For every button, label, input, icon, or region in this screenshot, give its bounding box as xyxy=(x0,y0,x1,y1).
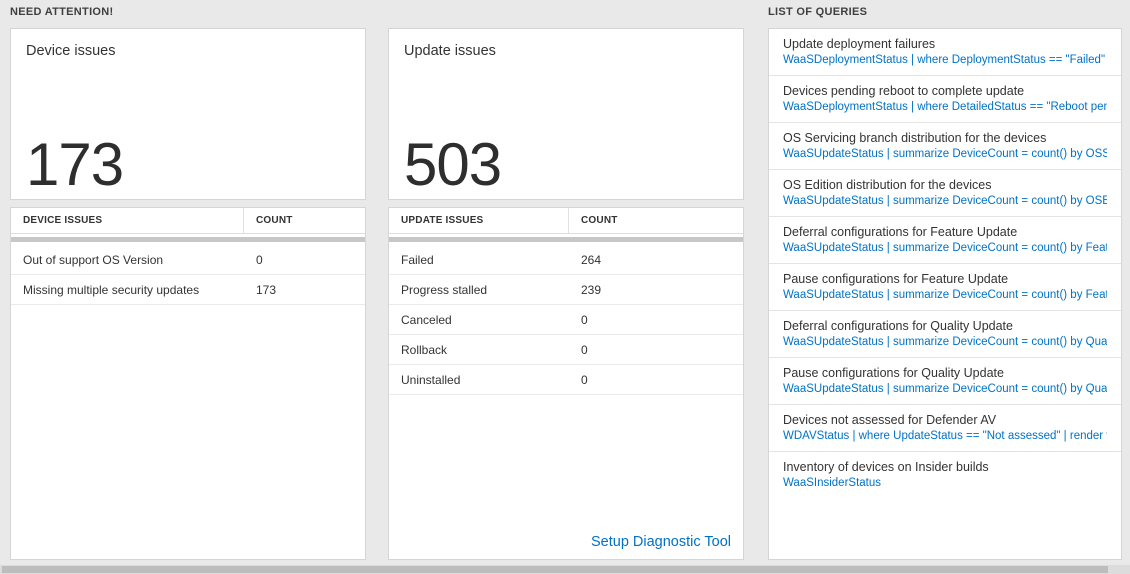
issue-label: Progress stalled xyxy=(401,282,488,297)
issue-count: 264 xyxy=(581,252,602,267)
device-table-header-row: DEVICE ISSUES COUNT xyxy=(11,208,365,234)
query-text: WaaSUpdateStatus | summarize DeviceCount… xyxy=(783,195,1107,207)
device-issues-big-count: 173 xyxy=(26,131,124,198)
query-text: WaaSDeploymentStatus | where DetailedSta… xyxy=(783,101,1107,113)
count-column-header[interactable]: COUNT xyxy=(256,215,293,226)
table-row[interactable]: Failed 264 xyxy=(389,245,743,275)
query-text: WaaSUpdateStatus | summarize DeviceCount… xyxy=(783,383,1107,395)
issue-count: 0 xyxy=(581,372,588,387)
update-issues-table: UPDATE ISSUES COUNT Failed 264 Progress … xyxy=(388,207,744,560)
device-issues-title: Device issues xyxy=(26,43,116,59)
queries-panel: Update deployment failures WaaSDeploymen… xyxy=(768,28,1122,560)
query-text: WaaSUpdateStatus | summarize DeviceCount… xyxy=(783,242,1107,254)
query-title: Devices pending reboot to complete updat… xyxy=(783,84,1025,98)
table-row[interactable]: Progress stalled 239 xyxy=(389,275,743,305)
horizontal-scrollbar[interactable] xyxy=(11,237,365,242)
table-row[interactable]: Uninstalled 0 xyxy=(389,365,743,395)
query-text: WDAVStatus | where UpdateStatus == "Not … xyxy=(783,430,1107,442)
query-title: Pause configurations for Feature Update xyxy=(783,272,1009,286)
table-row[interactable]: Rollback 0 xyxy=(389,335,743,365)
query-text: WaaSUpdateStatus | summarize DeviceCount… xyxy=(783,148,1107,160)
query-title: OS Edition distribution for the devices xyxy=(783,178,992,192)
query-list-item[interactable]: Update deployment failures WaaSDeploymen… xyxy=(769,29,1121,76)
update-issues-tile[interactable]: Update issues 503 xyxy=(388,28,744,200)
horizontal-scrollbar[interactable] xyxy=(389,237,743,242)
issue-label: Canceled xyxy=(401,312,452,327)
list-of-queries-header: LIST OF QUERIES xyxy=(768,6,868,18)
query-title: Devices not assessed for Defender AV xyxy=(783,413,997,427)
issue-count: 0 xyxy=(581,342,588,357)
query-title: Pause configurations for Quality Update xyxy=(783,366,1004,380)
table-row[interactable]: Missing multiple security updates 173 xyxy=(11,275,365,305)
issue-count: 239 xyxy=(581,282,602,297)
query-list-item[interactable]: OS Edition distribution for the devices … xyxy=(769,170,1121,217)
device-issues-table: DEVICE ISSUES COUNT Out of support OS Ve… xyxy=(10,207,366,560)
issue-count: 173 xyxy=(256,282,277,297)
query-title: OS Servicing branch distribution for the… xyxy=(783,131,1047,145)
update-table-header-row: UPDATE ISSUES COUNT xyxy=(389,208,743,234)
setup-diagnostic-tool-link[interactable]: Setup Diagnostic Tool xyxy=(591,534,731,550)
device-issues-column-header[interactable]: DEVICE ISSUES xyxy=(11,208,244,233)
query-list-item[interactable]: OS Servicing branch distribution for the… xyxy=(769,123,1121,170)
query-list-item[interactable]: Devices pending reboot to complete updat… xyxy=(769,76,1121,123)
issue-count: 0 xyxy=(581,312,588,327)
table-row[interactable]: Out of support OS Version 0 xyxy=(11,245,365,275)
query-title: Deferral configurations for Feature Upda… xyxy=(783,225,1018,239)
need-attention-header: NEED ATTENTION! xyxy=(10,6,114,18)
count-column-header[interactable]: COUNT xyxy=(581,215,618,226)
issue-label: Failed xyxy=(401,252,434,267)
query-list-item[interactable]: Deferral configurations for Quality Upda… xyxy=(769,311,1121,358)
query-title: Deferral configurations for Quality Upda… xyxy=(783,319,1013,333)
update-issues-column-header[interactable]: UPDATE ISSUES xyxy=(389,208,569,233)
query-text: WaaSInsiderStatus xyxy=(783,477,882,489)
issue-label: Uninstalled xyxy=(401,372,461,387)
update-issues-big-count: 503 xyxy=(404,131,502,198)
update-issues-title: Update issues xyxy=(404,43,496,59)
table-row[interactable]: Canceled 0 xyxy=(389,305,743,335)
query-text: WaaSUpdateStatus | summarize DeviceCount… xyxy=(783,336,1107,348)
query-text: WaaSUpdateStatus | summarize DeviceCount… xyxy=(783,289,1107,301)
page-horizontal-scrollbar[interactable] xyxy=(0,565,1130,574)
query-title: Update deployment failures xyxy=(783,37,936,51)
query-list-item[interactable]: Devices not assessed for Defender AV WDA… xyxy=(769,405,1121,452)
device-issues-tile[interactable]: Device issues 173 xyxy=(10,28,366,200)
issue-count: 0 xyxy=(256,252,263,267)
issue-label: Out of support OS Version xyxy=(23,252,164,267)
query-list-item[interactable]: Pause configurations for Quality Update … xyxy=(769,358,1121,405)
query-title: Inventory of devices on Insider builds xyxy=(783,460,989,474)
query-text: WaaSDeploymentStatus | where DeploymentS… xyxy=(783,54,1107,66)
query-list-item[interactable]: Inventory of devices on Insider builds W… xyxy=(769,452,1121,498)
scrollbar-thumb[interactable] xyxy=(2,566,1108,573)
issue-label: Rollback xyxy=(401,342,448,357)
issue-label: Missing multiple security updates xyxy=(23,282,200,297)
query-list-item[interactable]: Pause configurations for Feature Update … xyxy=(769,264,1121,311)
query-list-item[interactable]: Deferral configurations for Feature Upda… xyxy=(769,217,1121,264)
